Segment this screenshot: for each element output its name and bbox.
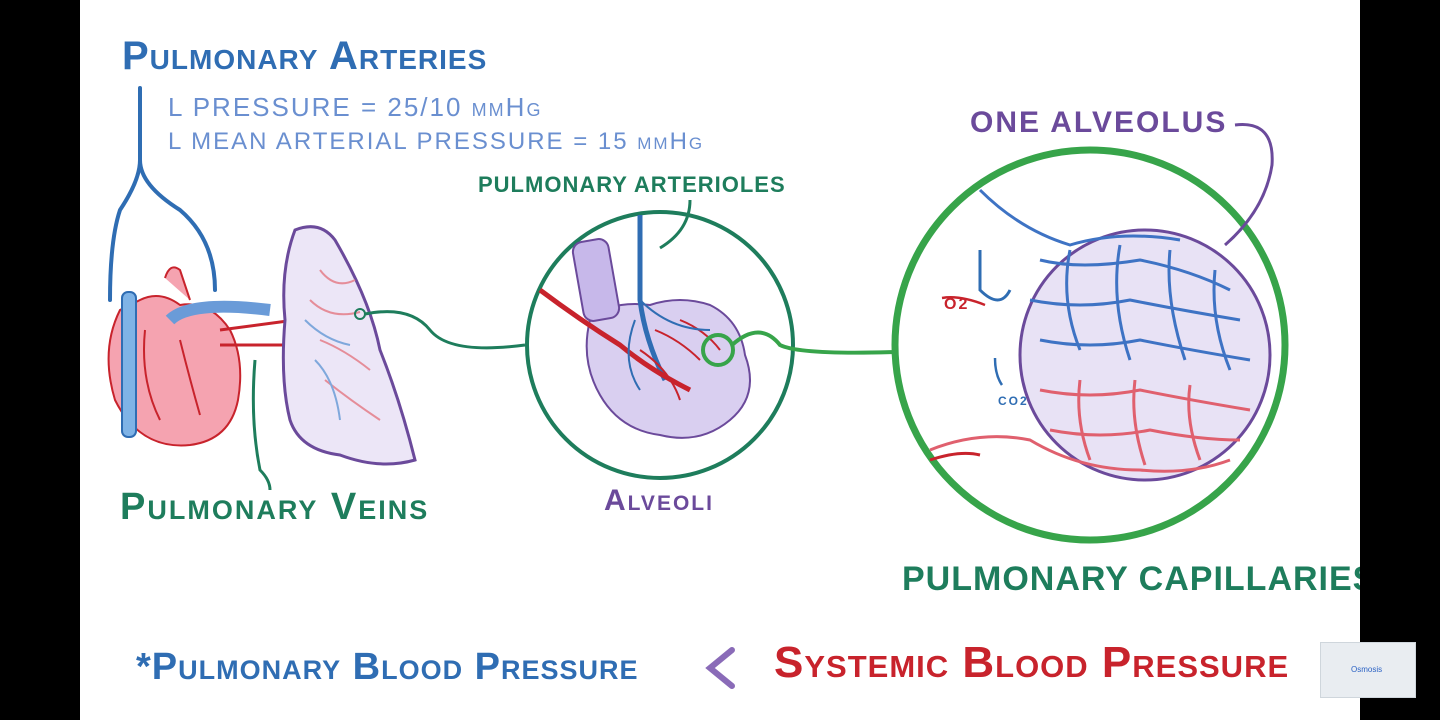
one-alveolus-label: ONE ALVEOLUS: [970, 106, 1228, 139]
osmosis-logo: Osmosis: [1320, 642, 1416, 698]
pulmonary-artery-lines: [108, 86, 217, 302]
pulmonary-arterioles-label: PULMONARY ARTERIOLES: [478, 172, 786, 197]
alveoli-zoom-circle: [525, 199, 795, 480]
pulmonary-arteries-label: Pulmonary Arteries: [122, 34, 488, 78]
pulmonary-veins-label: Pulmonary Veins: [120, 486, 430, 528]
alveoli-to-alveolus-connector: [730, 330, 896, 355]
one-alveolus-zoom-circle: [891, 146, 1289, 544]
pulmonary-blood-pressure-label: *Pulmonary Blood Pressure: [136, 646, 639, 688]
one-alveolus-pointer: [1224, 123, 1274, 247]
less-than-symbol: [705, 647, 735, 689]
lung-to-alveoli-connector: [364, 310, 526, 350]
alveoli-label: Alveoli: [604, 484, 714, 517]
illustration-layer: [107, 86, 1289, 689]
mean-pressure-label: L MEAN ARTERIAL PRESSURE = 15 mmHg: [168, 128, 705, 155]
o2-label: O2: [944, 296, 970, 313]
co2-label: CO2: [998, 394, 1029, 408]
pulmonary-veins-pointer: [251, 359, 272, 491]
logo-text: Osmosis: [1351, 665, 1383, 674]
systemic-blood-pressure-label: Systemic Blood Pressure: [774, 638, 1290, 687]
pulmonary-capillaries-label: PULMONARY CAPILLARIES: [902, 560, 1360, 598]
diagram-canvas: Pulmonary Arteries L PRESSURE = 25/10 mm…: [80, 0, 1360, 720]
pressure-label: L PRESSURE = 25/10 mmHg: [168, 92, 543, 122]
lung-illustration: [281, 225, 417, 466]
heart-illustration: [107, 266, 311, 447]
